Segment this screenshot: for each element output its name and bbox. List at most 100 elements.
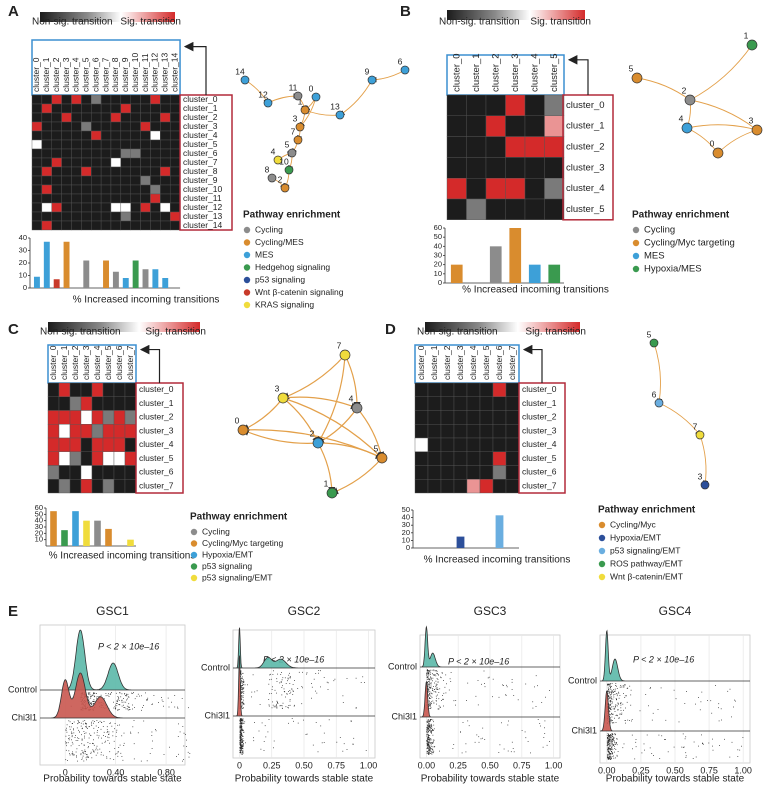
jitter-point <box>615 683 617 684</box>
jitter-point <box>117 755 119 757</box>
jitter-point <box>616 688 618 689</box>
jitter-point <box>112 735 114 737</box>
jitter-point <box>610 741 612 743</box>
heatmap-cell <box>31 157 43 168</box>
heatmap-cell <box>440 479 455 494</box>
jitter-point <box>242 748 244 749</box>
jitter-point <box>84 751 86 752</box>
heatmap-cell <box>427 424 442 439</box>
jitter-point <box>127 698 128 700</box>
jitter-point <box>428 687 430 689</box>
jitter-point <box>78 720 79 722</box>
jitter-point <box>431 732 432 734</box>
jitter-point <box>241 719 243 720</box>
jitter-point <box>289 704 291 706</box>
jitter-point <box>242 745 244 747</box>
jitter-point <box>608 740 610 741</box>
jitter-point <box>119 692 120 694</box>
jitter-point <box>461 752 463 754</box>
jitter-point <box>352 743 354 745</box>
jitter-point <box>626 688 628 689</box>
jitter-point <box>611 706 612 708</box>
jitter-point <box>431 745 432 747</box>
jitter-point <box>167 697 169 699</box>
jitter-point <box>334 678 336 680</box>
jitter-point <box>93 751 94 753</box>
jitter-point <box>131 692 132 694</box>
jitter-point <box>443 692 445 694</box>
jitter-point <box>611 741 613 743</box>
jitter-point <box>240 722 242 724</box>
jitter-point <box>427 685 429 687</box>
jitter-point <box>132 693 134 694</box>
jitter-point <box>270 673 271 675</box>
jitter-point <box>273 706 275 708</box>
jitter-point <box>426 740 428 741</box>
heatmap-cell <box>41 94 52 105</box>
arrow <box>183 41 207 95</box>
jitter-point <box>124 707 126 708</box>
jitter-point <box>92 700 94 702</box>
jitter-point <box>186 739 187 741</box>
jitter-point <box>258 730 260 732</box>
heatmap-cell <box>113 451 126 466</box>
jitter-point <box>430 732 432 733</box>
heatmap-cell <box>150 202 161 213</box>
heatmap-cell <box>446 94 467 116</box>
jitter-point <box>435 670 436 672</box>
jitter-point <box>433 669 435 671</box>
jitter-point <box>96 696 98 697</box>
heatmap-cell <box>61 112 72 123</box>
jitter-point <box>608 748 610 750</box>
jitter-point <box>426 681 428 683</box>
jitter-point <box>433 728 435 730</box>
jitter-point <box>240 721 242 723</box>
column-label: cluster_6 <box>494 345 504 380</box>
jitter-point <box>651 719 653 721</box>
jitter-point <box>610 721 612 723</box>
jitter-point <box>607 748 608 750</box>
jitter-point <box>129 709 131 710</box>
heatmap-cell <box>492 479 507 494</box>
jitter-point <box>152 703 153 705</box>
row-label: cluster_7 <box>522 480 557 490</box>
jitter-point <box>608 757 610 759</box>
row-label: cluster_1 <box>566 121 605 132</box>
jitter-point <box>617 703 619 705</box>
jitter-point <box>66 731 68 733</box>
bar <box>43 241 50 288</box>
heatmap-cell <box>58 396 71 411</box>
heatmap-cell <box>160 202 171 213</box>
jitter-point <box>607 750 609 752</box>
density-curve <box>420 625 560 668</box>
jitter-point <box>427 725 429 727</box>
bar <box>112 271 119 288</box>
jitter-point <box>432 752 434 753</box>
jitter-point <box>645 694 647 695</box>
jitter-point <box>272 701 273 703</box>
column-label: cluster_12 <box>150 53 160 92</box>
jitter-point <box>499 744 501 746</box>
jitter-point <box>608 736 609 738</box>
heatmap-cell <box>440 396 455 411</box>
jitter-point <box>428 678 429 680</box>
jitter-point <box>618 692 620 694</box>
jitter-point <box>613 737 615 739</box>
jitter-point <box>268 704 270 706</box>
jitter-point <box>241 685 243 687</box>
heatmap-cell <box>169 148 181 159</box>
y-tick-label: 20 <box>19 258 27 267</box>
row-label: cluster_4 <box>522 439 557 449</box>
jitter-point <box>614 744 616 745</box>
jitter-point <box>614 688 616 690</box>
jitter-point <box>608 752 610 754</box>
jitter-point <box>612 690 613 692</box>
annotation: P < 2 × 10e–16 <box>263 654 324 664</box>
heatmap-cell <box>505 157 526 179</box>
jitter-point <box>612 739 614 741</box>
jitter-point <box>438 698 440 700</box>
heatmap-cell <box>160 139 171 150</box>
jitter-point <box>607 747 609 749</box>
heatmap-cell <box>81 175 92 186</box>
heatmap-cell <box>479 465 494 480</box>
